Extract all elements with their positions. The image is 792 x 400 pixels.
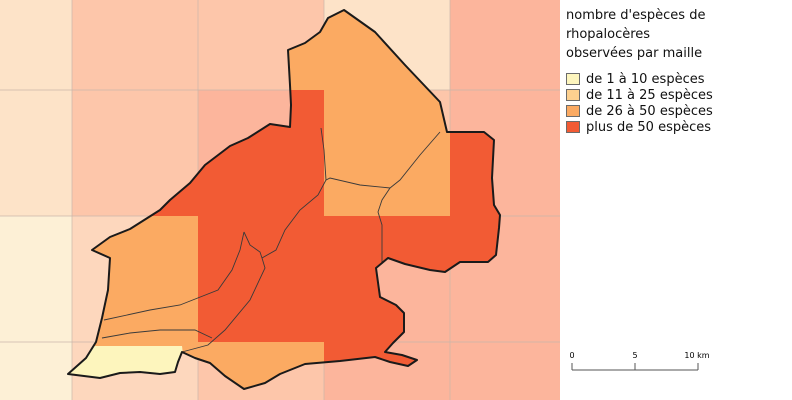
legend-swatch — [566, 73, 580, 85]
grid-cell — [450, 0, 560, 90]
legend-swatch — [566, 105, 580, 117]
territory-cell[interactable] — [60, 346, 186, 380]
legend-label: plus de 50 espèces — [586, 119, 712, 135]
legend-title-line: observées par maille — [566, 46, 703, 61]
grid-cell — [0, 342, 72, 400]
grid-cell — [0, 216, 72, 342]
scale-label: 0 — [569, 351, 574, 360]
grid-cell — [450, 342, 560, 400]
legend-title: nombre d'espèces de rhopalocères observé… — [566, 6, 788, 63]
legend-title-line: nombre d'espèces de — [566, 8, 706, 23]
legend-swatch — [566, 89, 580, 101]
legend-item: de 11 à 25 espèces — [566, 87, 788, 103]
commune-boundaries — [101, 127, 441, 353]
grid-cell — [72, 0, 198, 90]
territory-cell[interactable] — [290, 90, 324, 130]
legend-item: plus de 50 espèces — [566, 119, 788, 135]
legend-swatch — [566, 121, 580, 133]
map-canvas[interactable] — [0, 0, 560, 400]
grid-cell — [0, 90, 72, 216]
scale-label: 5 — [632, 351, 637, 360]
legend-label: de 11 à 25 espèces — [586, 87, 713, 103]
grid-cell — [0, 0, 72, 90]
legend-item: de 1 à 10 espèces — [566, 71, 788, 87]
scale-label: 10 km — [684, 351, 709, 360]
legend-title-line: rhopalocères — [566, 27, 651, 42]
legend-label: de 26 à 50 espèces — [586, 103, 713, 119]
legend: nombre d'espèces de rhopalocères observé… — [566, 6, 788, 135]
scale-bar: 0 5 10 km — [569, 351, 710, 371]
territory-cell[interactable] — [324, 90, 450, 216]
legend-label: de 1 à 10 espèces — [586, 71, 705, 87]
legend-item: de 26 à 50 espèces — [566, 103, 788, 119]
territory-cell[interactable] — [198, 216, 324, 342]
